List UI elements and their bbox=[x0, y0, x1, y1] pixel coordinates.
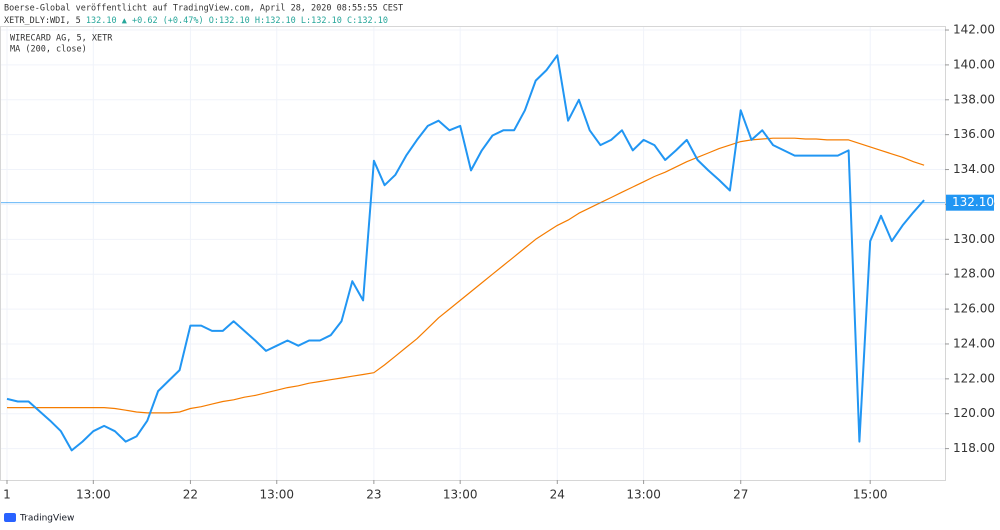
footer-brand: TradingView bbox=[19, 514, 74, 524]
legend-series: WIRECARD AG, 5, XETR bbox=[10, 34, 113, 44]
last: 132.10 bbox=[86, 16, 117, 26]
price-label: 132.10 bbox=[952, 195, 994, 209]
low: L:132.10 bbox=[301, 16, 342, 26]
grid bbox=[1, 27, 949, 484]
x-tick-label: 13:00 bbox=[259, 488, 294, 502]
y-tick-label: 138.00 bbox=[953, 92, 995, 106]
x-tick-label: 1 bbox=[3, 488, 11, 502]
x-tick-label: 22 bbox=[183, 488, 198, 502]
high: H:132.10 bbox=[255, 16, 296, 26]
series-line bbox=[7, 137, 925, 414]
y-tick-label: 136.00 bbox=[953, 127, 995, 141]
x-tick-label: 24 bbox=[550, 488, 565, 502]
plot-frame bbox=[0, 26, 946, 481]
legend-ma: MA (200, close) bbox=[10, 45, 87, 55]
x-tick-label: 13:00 bbox=[443, 488, 478, 502]
y-tick-label: 124.00 bbox=[953, 336, 995, 350]
open: O:132.10 bbox=[209, 16, 250, 26]
arrow: ▲ bbox=[122, 16, 128, 26]
x-tick-label: 27 bbox=[733, 488, 748, 502]
y-tick-label: 130.00 bbox=[953, 232, 995, 246]
price-label-box bbox=[946, 194, 994, 211]
header-title: Boerse-Global veröffentlicht auf Trading… bbox=[4, 4, 403, 14]
y-tick-label: 118.00 bbox=[953, 441, 995, 455]
marks bbox=[1, 54, 945, 452]
x-tick-label: 13:00 bbox=[626, 488, 661, 502]
y-tick-label: 120.00 bbox=[953, 406, 995, 420]
y-tick-label: 122.00 bbox=[953, 371, 995, 385]
series-line bbox=[6, 54, 925, 452]
change: +0.62 (+0.47%) bbox=[132, 16, 204, 26]
y-tick-label: 126.00 bbox=[953, 302, 995, 316]
y-tick-label: 140.00 bbox=[953, 57, 995, 71]
y-tick-label: 134.00 bbox=[953, 162, 995, 176]
close: C:132.10 bbox=[347, 16, 388, 26]
footer-logo: TradingView bbox=[4, 513, 74, 524]
x-tick-label: 13:00 bbox=[76, 488, 111, 502]
logo-icon bbox=[4, 513, 16, 522]
y-tick-label: 142.00 bbox=[953, 23, 995, 37]
header-ohlc: XETR_DLY:WDI, 5 132.10 ▲ +0.62 (+0.47%) … bbox=[4, 16, 388, 26]
x-tick-label: 15:00 bbox=[853, 488, 888, 502]
symbol: XETR_DLY:WDI, 5 bbox=[4, 16, 81, 26]
x-tick-label: 23 bbox=[366, 488, 381, 502]
y-tick-label: 128.00 bbox=[953, 267, 995, 281]
